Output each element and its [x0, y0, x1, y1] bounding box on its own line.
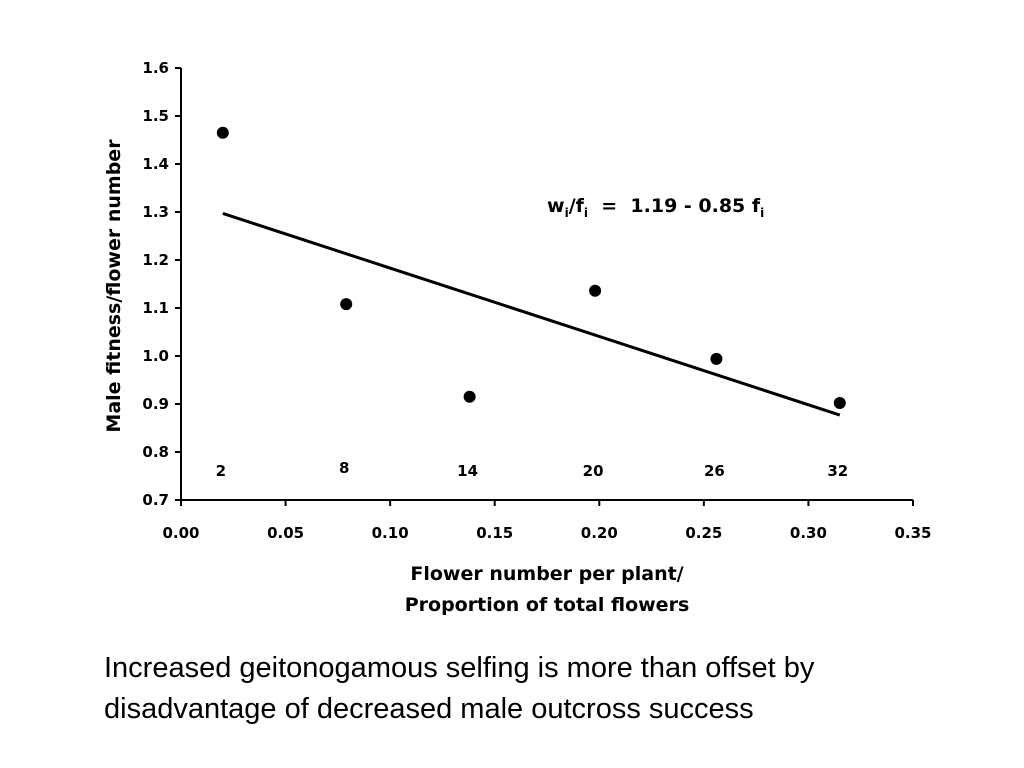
eq-rhs-sub: i [760, 206, 764, 220]
x-tick-label: 0.30 [790, 524, 827, 542]
eq-rhs: = 1.19 - 0.85 f [588, 195, 761, 217]
y-tick-label: 1.6 [142, 59, 169, 77]
x-tick-label: 0.35 [894, 524, 931, 542]
y-axis-title: Male fitness/flower number [103, 139, 125, 433]
y-ticks: 0.7 0.8 0.9 1.0 1.1 1.2 1.3 1.4 1.5 1.6 [142, 59, 181, 509]
caption-line-1: Increased geitonogamous selfing is more … [104, 652, 815, 684]
point-label: 2 [216, 462, 226, 480]
y-tick-label: 1.0 [142, 347, 169, 365]
y-tick-label: 1.5 [142, 107, 169, 125]
point-label: 20 [583, 462, 604, 480]
y-tick-label: 1.4 [142, 155, 169, 173]
data-point [589, 284, 602, 297]
x-axis-title-line1: Flower number per plant/ [410, 563, 683, 585]
regression-equation: wi/fi = 1.19 - 0.85 fi [547, 195, 764, 220]
eq-w-sub: i [565, 206, 569, 220]
y-tick-label: 1.2 [142, 251, 169, 269]
point-label: 8 [339, 459, 349, 477]
data-points [216, 126, 846, 410]
axes [180, 68, 913, 501]
x-axis-title-line2: Proportion of total flowers [405, 594, 690, 616]
x-ticks: 0.00 0.05 0.10 0.15 0.20 0.25 0.30 0.35 [162, 500, 932, 542]
point-labels: 2 8 14 20 26 32 [216, 459, 849, 480]
x-tick-label: 0.10 [372, 524, 409, 542]
data-point [340, 298, 353, 311]
y-tick-label: 0.9 [142, 395, 169, 413]
y-tick-label: 0.8 [142, 443, 169, 461]
x-tick-label: 0.15 [476, 524, 513, 542]
slide-caption: Increased geitonogamous selfing is more … [104, 648, 984, 730]
point-label: 14 [457, 462, 478, 480]
data-point [710, 352, 723, 365]
data-point [216, 126, 229, 139]
eq-sep: /f [569, 195, 585, 217]
trendline [222, 212, 841, 417]
scatter-chart: 0.70.80.91.01.11.21.31.41.51.6 0.00 0.05 0… [103, 59, 932, 616]
point-label: 32 [827, 462, 848, 480]
x-tick-label: 0.00 [162, 524, 199, 542]
x-tick-label: 0.25 [685, 524, 722, 542]
eq-f-sub: i [584, 206, 588, 220]
x-tick-label: 0.20 [581, 524, 618, 542]
caption-line-2: disadvantage of decreased male outcross … [104, 693, 754, 725]
y-tick-label: 0.7 [142, 491, 169, 509]
data-point [833, 397, 846, 410]
eq-w: w [547, 195, 565, 217]
point-label: 26 [704, 462, 725, 480]
x-tick-label: 0.05 [267, 524, 304, 542]
y-tick-label: 1.1 [142, 299, 169, 317]
y-tick-label: 1.3 [142, 203, 169, 221]
data-point [463, 390, 476, 403]
